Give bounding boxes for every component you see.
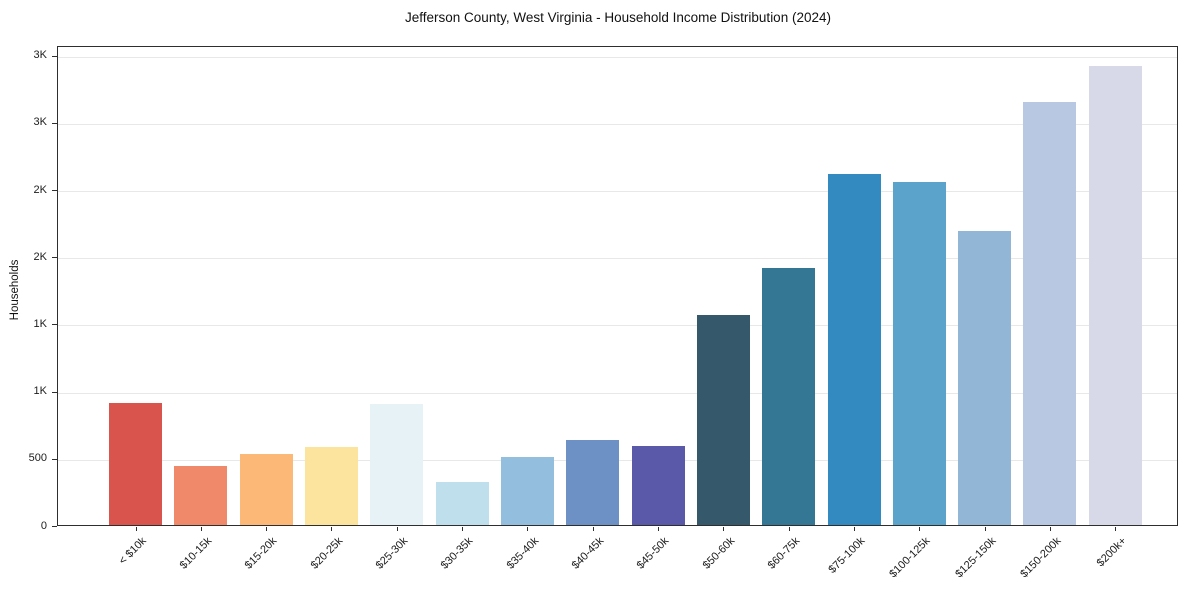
y-tick-label: 2K [33,250,47,263]
gridline [58,325,1177,327]
chart-title: Jefferson County, West Virginia - Househ… [405,10,831,25]
y-tick-label: 2K [33,183,47,196]
y-tick-label: 0 [40,519,47,532]
bar-7 [566,440,620,525]
bar-4 [370,404,424,525]
bar-0 [109,402,162,525]
y-tick-label: 1K [33,317,47,330]
x-tick [788,527,790,531]
bar-14 [1023,101,1077,525]
gridline [58,191,1177,193]
bar-3 [304,447,358,525]
bar-8 [631,446,685,525]
x-tick-label: $200k+ [1094,535,1129,570]
x-tick [854,527,856,531]
x-tick [919,527,921,531]
bar-13 [958,230,1012,525]
x-tick-label: $125-150k [952,535,999,581]
x-tick [592,527,594,531]
gridline [58,56,1177,58]
y-tick [52,190,57,192]
bar-9 [696,315,750,525]
x-tick-label: $10-15k [177,535,215,572]
gridline [58,258,1177,260]
x-tick-label: $45-50k [634,535,672,572]
y-tick-label: 500 [28,452,47,465]
bar-12 [892,182,946,525]
x-tick [984,527,986,531]
x-tick-label: $25-30k [373,535,411,572]
bar-11 [827,174,881,525]
bar-2 [239,453,293,525]
y-tick [52,257,57,259]
y-tick [52,526,57,527]
gridline [58,392,1177,394]
x-tick-label: $150-200k [1018,535,1064,581]
gridline [58,123,1177,125]
x-tick [135,527,137,531]
x-tick-label: $15-20k [243,535,280,572]
bar-10 [762,268,816,525]
bar-6 [500,456,554,525]
x-tick-label: $100-125k [887,535,933,581]
x-tick-label: $40-45k [569,535,607,572]
bar-15 [1088,65,1142,525]
x-tick-label: $20-25k [308,535,345,572]
y-tick [52,122,57,124]
x-tick [331,527,333,531]
x-tick [200,527,202,531]
x-tick-label: $60-75k [765,535,803,572]
x-tick [1115,527,1117,531]
x-tick-label: $75-100k [826,535,868,576]
y-axis-label: Households [9,259,21,321]
x-tick [266,527,268,531]
y-tick [52,324,57,326]
y-tick-label: 1K [33,385,47,398]
y-tick [52,458,57,460]
y-tick-label: 3K [33,116,47,129]
x-tick [723,527,725,531]
x-tick-label: $35-40k [504,535,541,572]
y-tick [52,55,57,57]
y-tick [52,391,57,393]
bar-5 [435,482,489,525]
x-tick [527,527,529,531]
x-tick [462,527,464,531]
x-tick-label: $30-35k [438,535,476,572]
plot-area [57,46,1178,526]
x-tick [1049,527,1051,531]
x-tick [396,527,398,531]
y-tick-label: 3K [33,49,47,62]
x-tick-label: < $10k [116,535,149,568]
x-tick-label: $50-60k [700,535,737,572]
x-tick [658,527,660,531]
bar-1 [174,465,228,525]
